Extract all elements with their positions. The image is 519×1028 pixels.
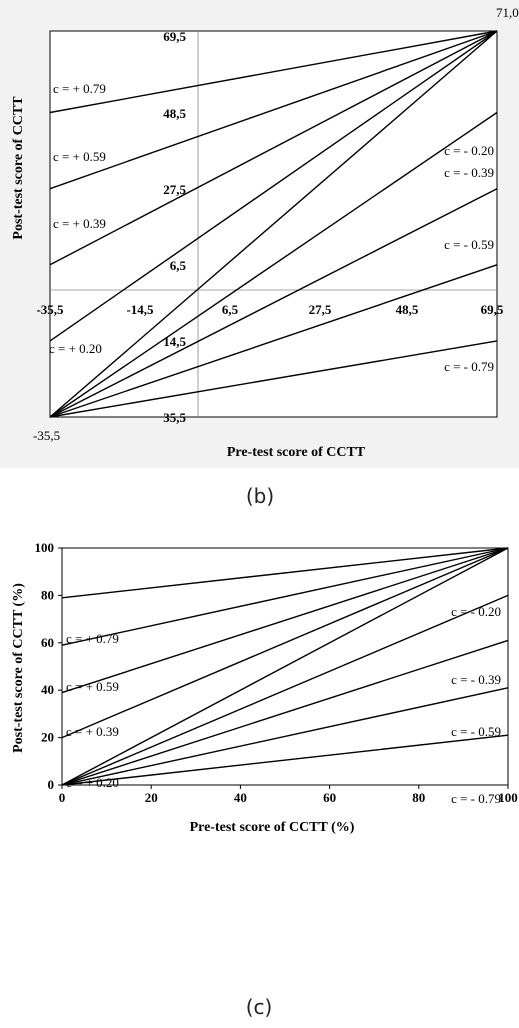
- chart-b-series: [49, 30, 498, 418]
- chart-c-series-label-c-0-79: c = - 0.79: [451, 791, 501, 806]
- chart-b-y-tick-label: 6,5: [170, 258, 187, 273]
- chart-b-x-tick-label: 6,5: [222, 302, 239, 317]
- chart-b-y-axis-label: Post-test score of CCTT: [11, 96, 26, 240]
- chart-c-series-label-c-0-20: c = - 0.20: [451, 604, 501, 619]
- chart-b-x-tick-label: -14,5: [126, 302, 154, 317]
- chart-c-line-c-0-39: [61, 547, 509, 694]
- chart-b-corner-tick-label: -35,5: [33, 428, 60, 443]
- chart-b-x-axis-label: Pre-test score of CCTT: [227, 445, 366, 460]
- chart-b-line-c-0-39: [49, 188, 498, 418]
- chart-b-line-c-0-59: [49, 264, 498, 418]
- chart-b-series-label-c-0-39: c = + 0.39: [53, 216, 106, 231]
- chart-c-y-tick-label: 80: [41, 587, 54, 602]
- chart-b-line-c-0-79: [49, 340, 498, 418]
- chart-c-y-tick-label: 100: [35, 540, 55, 555]
- chart-b-y-tick-label: 14,5: [163, 334, 186, 349]
- chart-c-y-axis-label: Post-test score of CCTT (%): [11, 583, 26, 753]
- chart-c-series-label-c-0-59: c = + 0.59: [66, 679, 119, 694]
- chart-b-x-tick-label: -35,5: [36, 302, 64, 317]
- chart-c-series-label-c-0-39: c = - 0.39: [451, 672, 501, 687]
- chart-b-y-tick-label: 27,5: [163, 182, 186, 197]
- chart-c-series-label-c-0-79: c = + 0.79: [66, 631, 119, 646]
- chart-c-line-c-0-20: [61, 594, 509, 786]
- chart-b-x-tick-label: 27,5: [309, 302, 332, 317]
- chart-b-series-label-c-0-20: c = + 0.20: [49, 341, 102, 356]
- chart-b: c = + 0.79 c = + 0.59 c = + 0.39 c = + 0.20…: [0, 0, 519, 468]
- chart-c-y-tick-label: 60: [41, 635, 54, 650]
- chart-b-series-label-c-0-39: c = - 0.39: [444, 165, 494, 180]
- chart-c-y-tick-label: 0: [48, 777, 55, 792]
- chart-b-line-c-1-00: [49, 30, 498, 418]
- chart-b-line-c-0-20: [49, 111, 498, 418]
- chart-c-x-axis-label: Pre-test score of CCTT (%): [190, 820, 355, 835]
- chart-c-x-tick-label: 100: [498, 790, 518, 805]
- chart-b-line-c-0-79: [49, 30, 498, 114]
- chart-c-series-labels: c = + 0.79 c = + 0.59 c = + 0.39 c = + 0.20…: [66, 604, 501, 806]
- chart-c-x-tick-label: 20: [145, 790, 158, 805]
- chart-c: c = + 0.79 c = + 0.59 c = + 0.39 c = + 0.20…: [11, 540, 518, 835]
- chart-b-y-tick-label: 69,5: [163, 29, 186, 44]
- chart-c-series-label-c-0-59: c = - 0.59: [451, 724, 501, 739]
- chart-c-line-c-0-79: [61, 547, 509, 599]
- chart-c-y-tick-label: 40: [41, 682, 54, 697]
- chart-c-line-c-0-59: [61, 547, 509, 646]
- chart-b-corner-tick-label: 71,0: [496, 5, 519, 20]
- chart-b-ticks: -35,5 -14,5 6,5 27,5 48,5 69,5 69,5 48,5 27,5 6,5…: [33, 5, 519, 443]
- chart-b-line-c-0-59: [49, 30, 498, 190]
- chart-c-x-tick-label: 80: [412, 790, 425, 805]
- chart-c-y-tick-label: 20: [41, 730, 54, 745]
- chart-c-line-c-0-39: [61, 639, 509, 786]
- chart-b-x-tick-label: 48,5: [396, 302, 419, 317]
- chart-b-line-c-0-20: [49, 30, 498, 342]
- chart-c-series: [61, 547, 509, 786]
- chart-b-series-labels: c = + 0.79 c = + 0.59 c = + 0.39 c = + 0.20…: [49, 81, 494, 374]
- chart-c-series-label-c-0-39: c = + 0.39: [66, 724, 119, 739]
- chart-c-x-tick-label: 0: [59, 790, 66, 805]
- chart-c-series-label-c-0-20: c = + 0.20: [66, 775, 119, 790]
- chart-b-series-label-c-0-79: c = - 0.79: [444, 359, 494, 374]
- chart-c-line-c-0-79: [61, 734, 509, 786]
- chart-b-series-label-c-0-20: c = - 0.20: [444, 143, 494, 158]
- caption-c: (c): [246, 995, 273, 1019]
- chart-c-line-c-0-20: [61, 547, 509, 739]
- chart-c-x-tick-label: 40: [234, 790, 247, 805]
- chart-c-ticks: 0 20 40 60 80 100 0 20 40 60 80 100: [35, 540, 518, 805]
- chart-b-x-tick-label: 69,5: [481, 302, 504, 317]
- chart-b-series-label-c-0-79: c = + 0.79: [53, 81, 106, 96]
- chart-c-line-c-0-59: [61, 687, 509, 786]
- chart-c-x-tick-label: 60: [323, 790, 336, 805]
- chart-c-line-c-1-00: [61, 547, 509, 786]
- chart-b-line-c-0-39: [49, 30, 498, 266]
- chart-b-series-label-c-0-59: c = + 0.59: [53, 149, 106, 164]
- chart-b-series-label-c-0-59: c = - 0.59: [444, 237, 494, 252]
- chart-b-y-tick-label: 35,5: [163, 410, 186, 425]
- chart-b-y-tick-label: 48,5: [163, 106, 186, 121]
- caption-b: (b): [246, 484, 274, 508]
